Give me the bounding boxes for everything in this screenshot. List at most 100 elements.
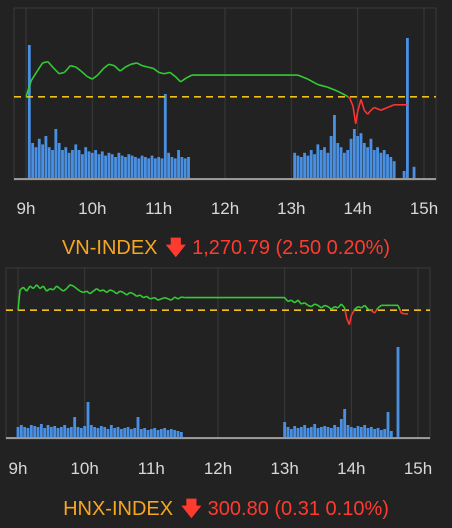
volume-bar <box>60 427 63 437</box>
volume-bar <box>347 425 350 437</box>
volume-bar <box>327 427 330 437</box>
x-tick-label: 10h <box>70 459 98 478</box>
volume-bar <box>97 428 100 437</box>
volume-bar <box>300 427 303 437</box>
volume-bar <box>117 427 120 437</box>
volume-bar <box>20 425 23 437</box>
volume-bar <box>27 428 30 437</box>
volume-bar <box>94 150 97 178</box>
volume-bar <box>373 429 376 437</box>
volume-bar <box>77 427 80 437</box>
volume-bar <box>157 157 160 178</box>
vn-index-value: 1,270.79 <box>192 237 270 259</box>
volume-bar <box>153 428 156 437</box>
volume-bar <box>160 429 163 437</box>
volume-bar <box>333 115 336 178</box>
volume-bar <box>17 427 20 437</box>
volume-bar <box>293 426 296 437</box>
volume-bar <box>340 419 343 437</box>
volume-bar <box>320 150 323 178</box>
volume-bar <box>177 431 180 437</box>
volume-bar <box>30 425 33 437</box>
volume-bar <box>48 147 51 178</box>
arrow-down-icon: 🡇 <box>181 498 202 520</box>
volume-bar <box>180 157 183 178</box>
volume-bar <box>343 409 346 437</box>
volume-bar <box>297 428 300 437</box>
volume-bar <box>61 150 64 178</box>
volume-bar <box>73 417 76 437</box>
volume-bar <box>84 147 87 178</box>
volume-bar <box>346 150 349 178</box>
volume-bar <box>184 158 187 178</box>
volume-bar <box>37 427 40 437</box>
volume-bar <box>323 147 326 178</box>
volume-bar <box>413 167 416 178</box>
volume-bar <box>120 429 123 437</box>
x-tick-label: 13h <box>277 199 305 218</box>
volume-bar <box>173 430 176 437</box>
volume-bar <box>123 428 126 437</box>
x-tick-label: 15h <box>404 459 432 478</box>
price-segment <box>354 309 355 310</box>
volume-bar <box>393 161 396 178</box>
volume-bar <box>356 136 359 178</box>
volume-bar <box>323 426 326 437</box>
volume-bar <box>90 425 93 437</box>
price-segment <box>348 97 350 98</box>
volume-bar <box>177 150 180 178</box>
volume-bar <box>111 154 114 178</box>
vn-index-change: (2.50 0.20%) <box>276 237 391 259</box>
volume-bar <box>303 425 306 437</box>
volume-bar <box>330 136 333 178</box>
x-tick-label: 11h <box>145 199 172 218</box>
volume-bar <box>287 427 290 437</box>
volume-bar <box>350 139 353 178</box>
price-segment <box>368 309 371 310</box>
volume-bar <box>114 157 117 178</box>
volume-bar <box>101 151 104 178</box>
volume-bar <box>383 429 386 437</box>
volume-bar <box>363 425 366 437</box>
price-segment <box>401 313 404 314</box>
x-tick-label: 14h <box>337 459 365 478</box>
volume-bar <box>40 424 43 437</box>
volume-bar <box>350 427 353 437</box>
volume-bar <box>366 147 369 178</box>
volume-bar <box>310 150 313 178</box>
volume-bar <box>28 45 31 178</box>
volume-bar <box>336 143 339 178</box>
volume-bar <box>81 154 84 178</box>
volume-bar <box>363 143 366 178</box>
volume-bar <box>121 156 124 178</box>
volume-bar <box>161 158 164 178</box>
vn-index-name: VN-INDEX <box>62 237 158 259</box>
volume-bar <box>134 157 137 178</box>
volume-bar <box>167 430 170 437</box>
volume-bar <box>54 129 57 178</box>
volume-bar <box>140 429 143 437</box>
volume-bar <box>154 158 157 178</box>
volume-bar <box>38 139 41 178</box>
volume-bar <box>367 428 370 437</box>
volume-bar <box>117 153 120 178</box>
hnx-index-name: HNX-INDEX <box>63 498 173 520</box>
volume-bar <box>187 157 190 178</box>
volume-bar <box>33 426 36 437</box>
volume-bar <box>64 147 67 178</box>
volume-bar <box>124 157 127 178</box>
volume-bar <box>310 427 313 437</box>
volume-bar <box>167 153 170 178</box>
volume-bar <box>373 150 376 178</box>
volume-bar <box>131 156 134 178</box>
volume-bar <box>290 429 293 437</box>
volume-bar <box>53 426 56 437</box>
volume-bar <box>406 38 409 178</box>
volume-bar <box>307 428 310 437</box>
x-tick-label: 10h <box>78 199 106 218</box>
volume-bar <box>41 144 44 178</box>
volume-bar <box>130 429 133 437</box>
volume-bar <box>370 427 373 437</box>
